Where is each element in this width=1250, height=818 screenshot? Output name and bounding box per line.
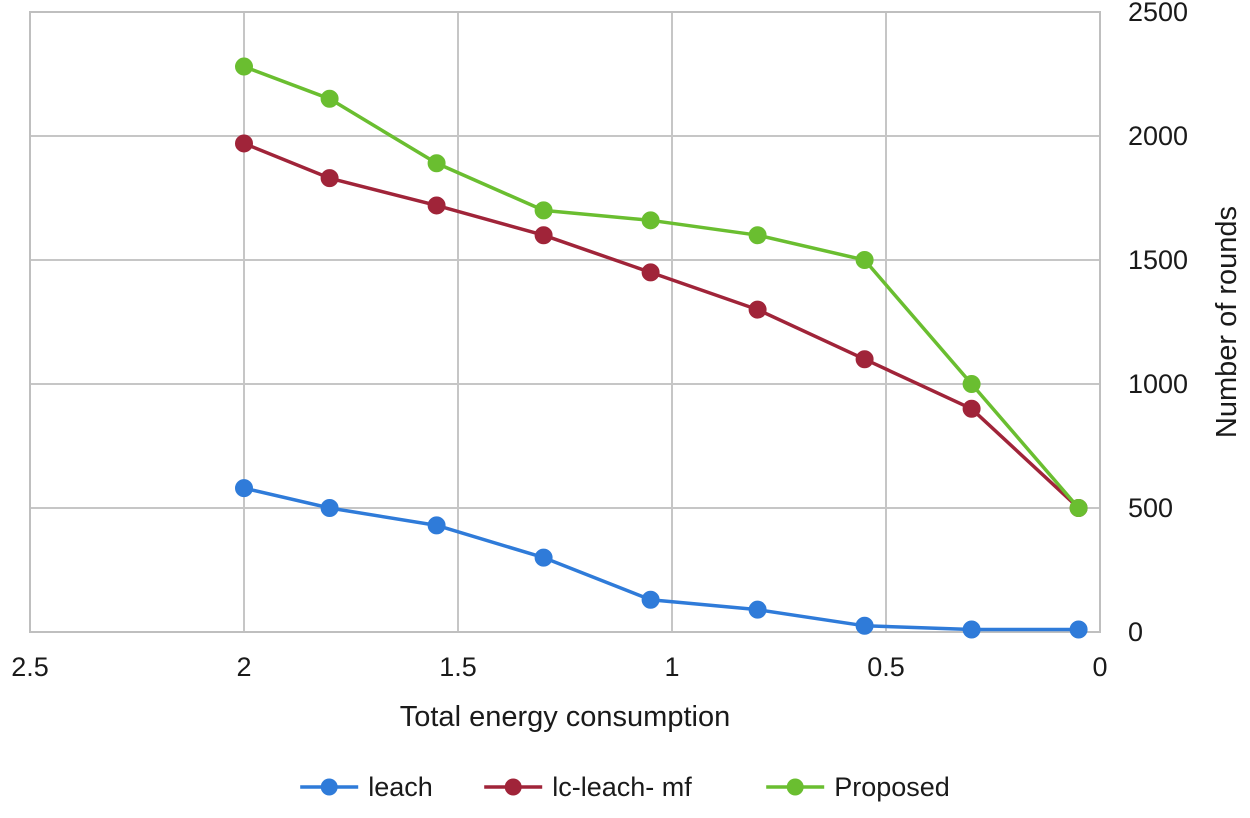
data-point — [427, 154, 446, 173]
data-point — [1069, 620, 1088, 639]
series-line-leach — [242, 486, 1081, 632]
data-point — [235, 134, 253, 153]
legend-item-leach: leach — [300, 772, 433, 802]
y-tick-label: 2500 — [1128, 0, 1188, 27]
data-point — [641, 590, 660, 609]
series-line-Proposed — [242, 64, 1081, 510]
data-point — [855, 251, 874, 269]
data-point — [320, 89, 339, 108]
y-tick-label: 0 — [1128, 617, 1143, 647]
plot-border — [29, 11, 1101, 633]
axis-tick-labels: 2.5 2 1.5 1 0.5 00 500 1000 1500 2000 2500 — [11, 0, 1188, 682]
data-point — [320, 499, 339, 517]
series-lines — [235, 57, 1088, 639]
data-point — [320, 169, 339, 188]
y-axis-title: Number of rounds — [1211, 206, 1243, 438]
series-line-lc-leach-mf — [242, 141, 1081, 510]
data-point — [534, 226, 553, 245]
legend-marker — [320, 778, 338, 796]
legend-marker — [786, 778, 804, 796]
y-tick-label: 500 — [1128, 493, 1173, 523]
data-point — [962, 399, 981, 418]
x-tick-label: 2.5 — [11, 652, 49, 682]
data-point — [962, 620, 981, 639]
x-tick-label: 1 — [664, 652, 679, 682]
data-point — [235, 57, 253, 76]
legend-label: leach — [368, 772, 433, 802]
data-point — [748, 226, 767, 245]
gridlines — [29, 11, 1101, 633]
y-tick-label: 2000 — [1128, 121, 1188, 151]
y-tick-label: 1500 — [1128, 245, 1188, 275]
data-point — [235, 479, 253, 498]
x-axis-title: Total energy consumption — [400, 701, 730, 733]
data-point — [855, 616, 874, 635]
x-tick-label: 1.5 — [439, 652, 477, 682]
data-point — [855, 350, 874, 369]
data-point — [427, 196, 446, 215]
legend-label: lc-leach- mf — [552, 772, 692, 802]
data-point — [962, 375, 981, 393]
legend: leach lc-leach- mf Proposed — [300, 772, 950, 802]
x-tick-label: 2 — [236, 652, 251, 682]
legend-item-Proposed: Proposed — [766, 772, 950, 802]
legend-marker — [504, 778, 522, 796]
data-point — [748, 300, 767, 319]
x-tick-label: 0 — [1092, 652, 1107, 682]
y-tick-label: 1000 — [1128, 369, 1188, 399]
x-tick-label: 0.5 — [867, 652, 905, 682]
data-point — [641, 263, 660, 282]
data-point — [641, 211, 660, 230]
legend-label: Proposed — [834, 772, 950, 802]
legend-item-lc-leach-mf: lc-leach- mf — [484, 772, 692, 802]
data-point — [748, 600, 767, 619]
data-point — [427, 516, 446, 535]
data-point — [1069, 499, 1088, 517]
data-point — [534, 548, 553, 567]
data-point — [534, 201, 553, 220]
